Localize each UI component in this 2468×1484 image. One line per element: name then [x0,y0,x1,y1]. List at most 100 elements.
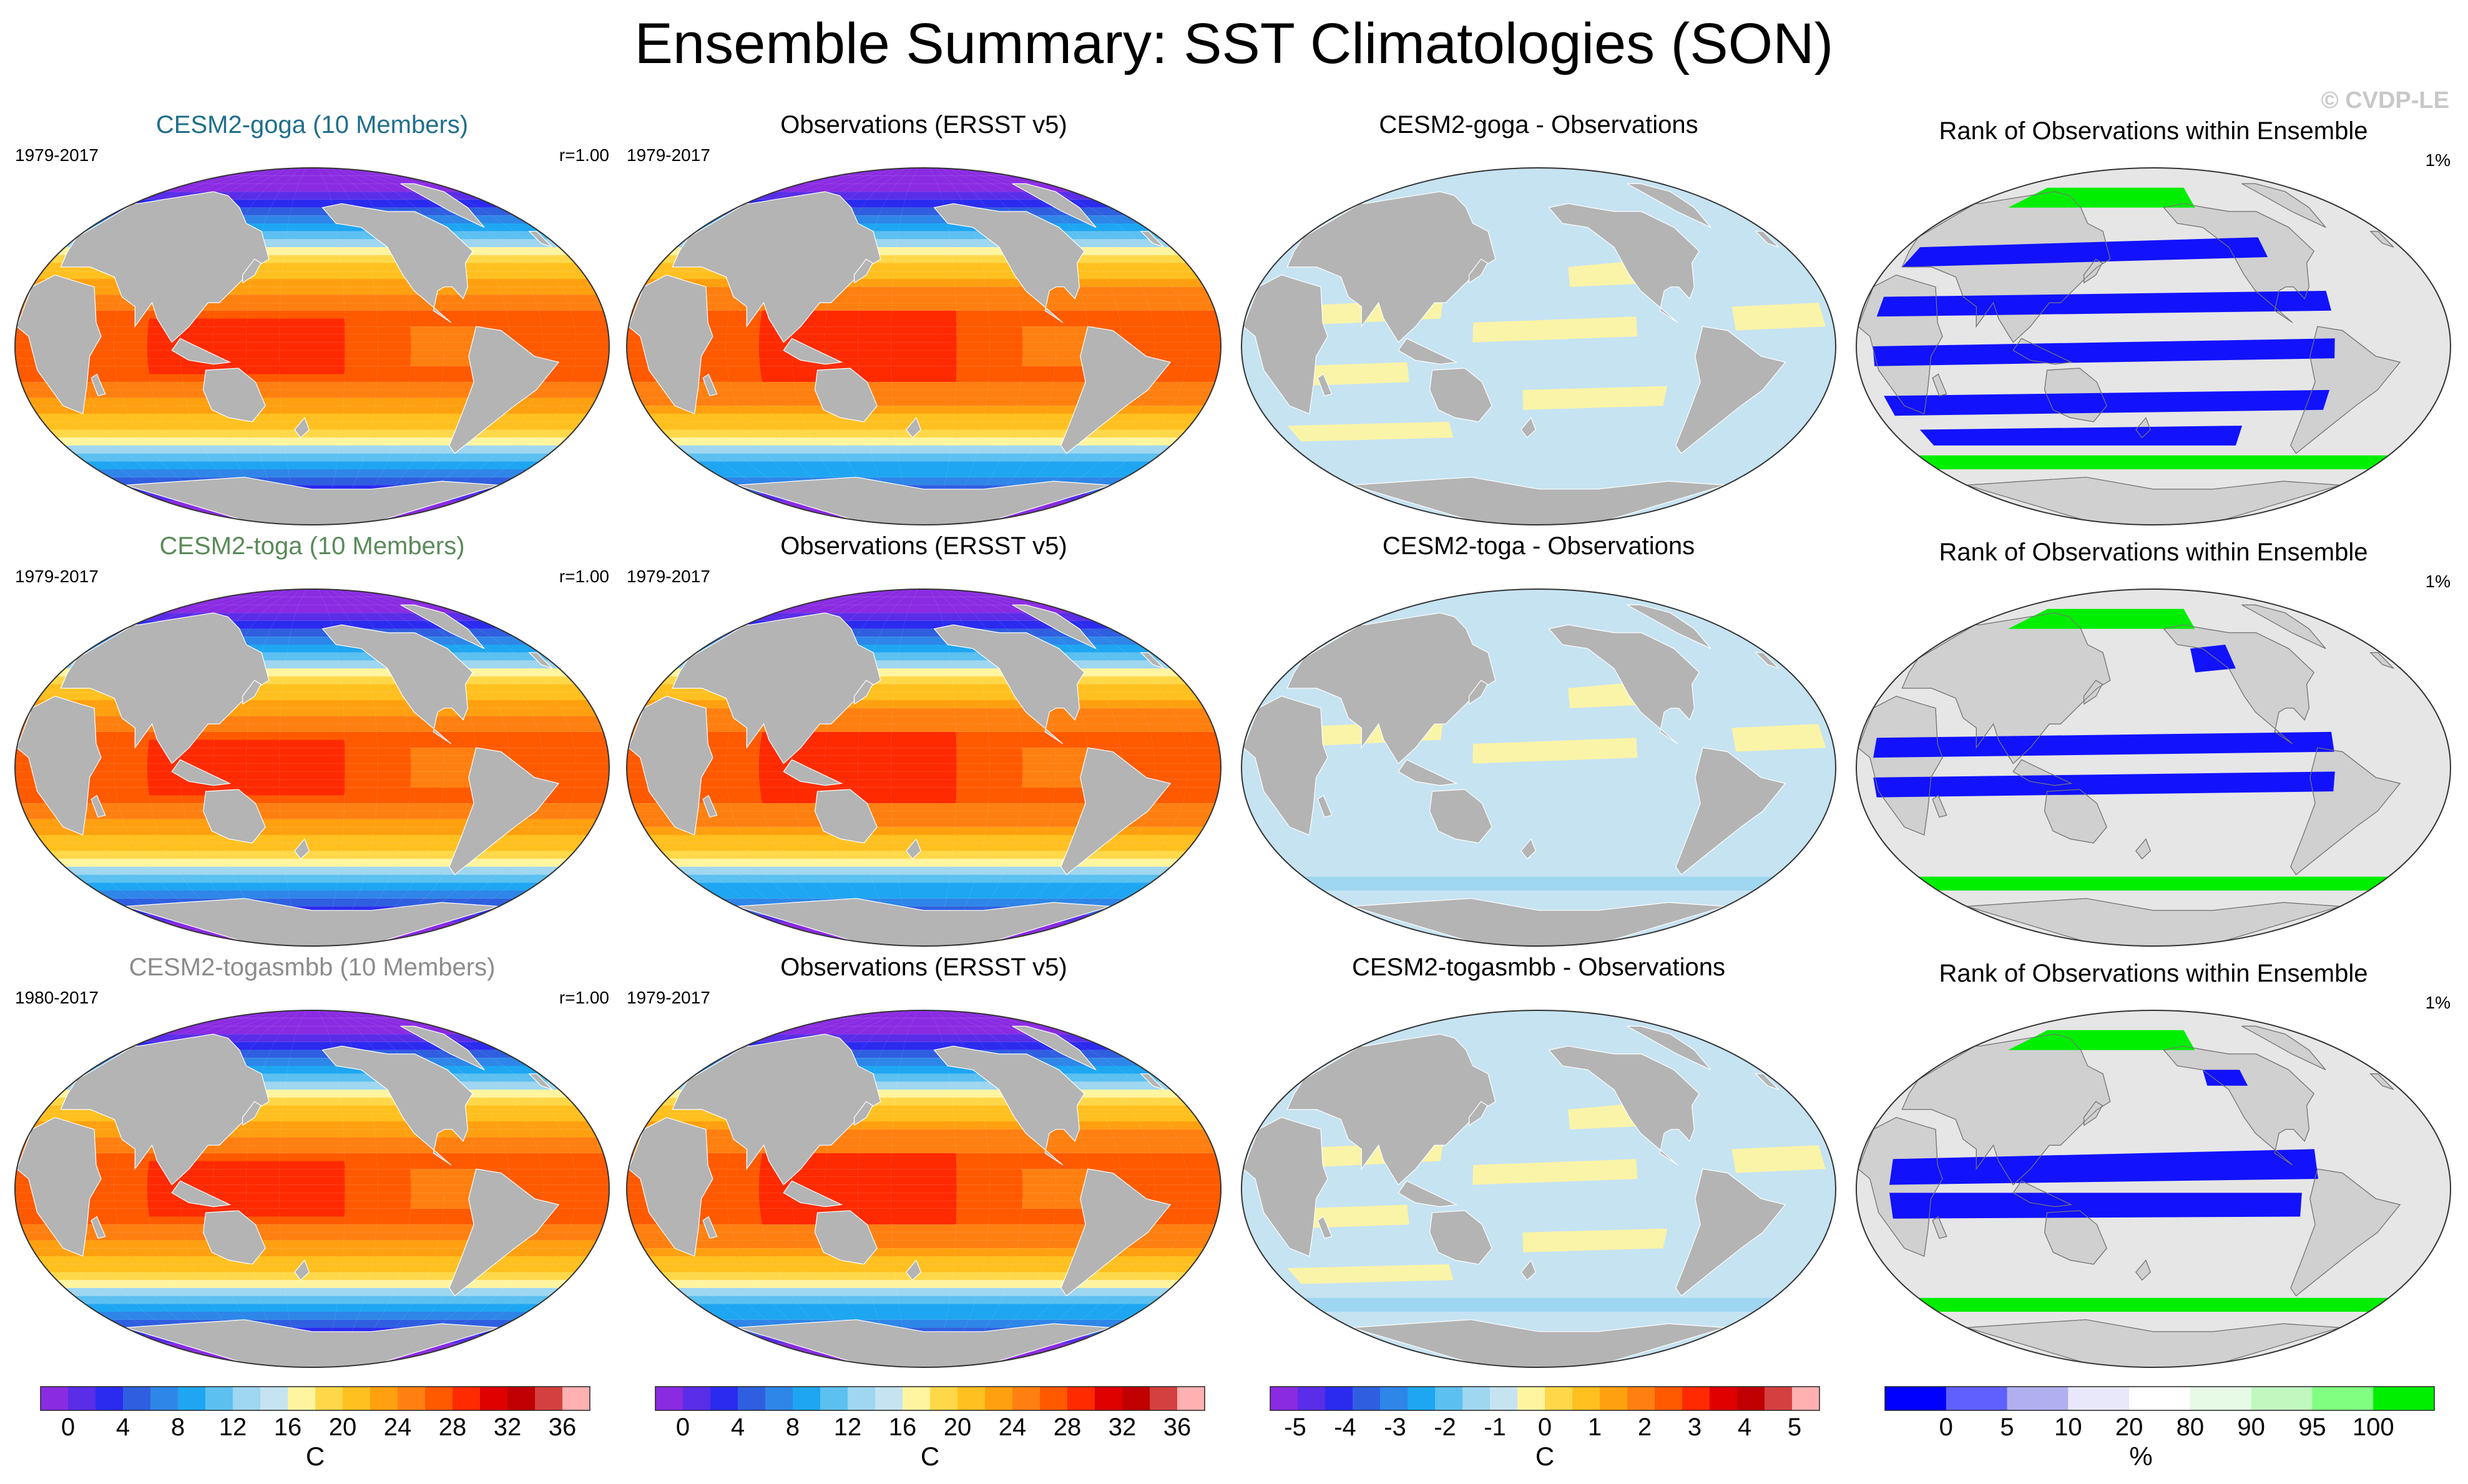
sst-cell [361,597,394,605]
sst-cell [511,851,546,859]
sst-cell [725,437,760,446]
sst-cell [282,1113,312,1121]
sst-cell [903,1042,924,1050]
sst-cell [312,175,326,184]
sst-cell [818,453,848,462]
sst-cell [989,763,1023,772]
sst-cell [425,851,458,859]
sst-cell [394,192,425,200]
sst-cell [852,215,879,223]
sst-cell [961,199,986,208]
sst-cell [410,779,444,788]
sst-cell [122,398,157,406]
sst-cell [1148,303,1183,311]
sst-cell [458,1105,492,1114]
sst-cell [324,1010,341,1018]
sst-cell [727,366,761,374]
sst-cell [892,819,924,827]
sst-cell [892,1129,924,1138]
sst-cell [143,1034,180,1042]
sst-cell [331,597,353,605]
land-australia [1429,368,1492,422]
sst-cell [282,414,312,422]
sst-cell [312,1312,336,1320]
sst-cell [891,1169,924,1177]
sst-cell [983,1113,1016,1121]
sst-cell [825,183,856,192]
sst-cell [763,389,798,398]
sst-cell [285,1073,312,1082]
sst-cell [370,597,408,605]
sst-cell [954,279,986,287]
sst-cell [312,898,335,907]
sst-cell [972,597,1006,605]
sst-cell [312,1296,339,1304]
sst-cell [341,263,372,271]
sst-cell [1186,358,1220,366]
sst-cell [551,271,587,279]
sst-cell [869,1018,895,1027]
sst-cell [924,1296,951,1304]
sst-cell [504,437,539,446]
sst-cell [924,1058,948,1066]
sst-cell [257,1287,286,1296]
sst-cell [954,1129,987,1138]
land-s_america [2290,747,2401,876]
sst-cell [725,859,760,867]
sst-cell [806,429,839,438]
sst-cell [540,318,575,327]
sst-cell [546,842,582,851]
sst-cell [1088,859,1123,867]
sst-cell [1100,231,1135,240]
sst-cell [506,731,541,740]
sst-cell [910,597,924,605]
sst-cell [340,255,371,263]
sst-cell [411,1193,444,1201]
sst-cell [240,637,268,645]
sst-cell [828,597,866,605]
sst-cell [539,676,575,685]
sst-cell [1089,1319,1126,1328]
sst-cell [279,731,312,740]
sst-cell [350,1042,375,1050]
sst-cell [806,851,839,859]
sst-cell [214,1153,248,1161]
sst-cell [1019,1304,1050,1312]
sst-cell [280,389,312,398]
sst-cell [360,1304,388,1312]
sst-cell [989,748,1023,756]
sst-cell [1089,628,1126,637]
sst-cell [270,620,293,629]
rank-low-region [1873,338,2335,366]
sst-cell [895,1090,924,1098]
sst-cell [324,589,341,597]
sst-cell [368,199,395,208]
sst-cell [540,740,575,748]
model-period: 1979-2017 [15,567,99,586]
sst-cell [365,1287,394,1296]
sst-cell [411,1176,444,1185]
sst-cell [312,684,342,693]
sst-cell [312,1145,345,1153]
sst-cell [924,1073,951,1082]
sst-cell [246,1184,280,1193]
sst-cell [825,771,858,780]
sst-cell [755,613,792,621]
sst-cell [1150,310,1185,319]
sst-cell [230,866,260,875]
sst-cell [247,795,280,804]
sst-cell [804,842,836,851]
sst-cell [828,1312,857,1320]
sst-cell [409,1208,444,1217]
sst-cell [479,1066,514,1074]
sst-cell [978,1026,1006,1035]
sst-cell [142,1280,175,1288]
sst-cell [312,645,338,653]
sst-cell [1113,295,1148,303]
sst-cell [964,183,990,192]
sst-cell [312,1232,345,1241]
sst-cell [980,676,1012,685]
sst-cell [280,811,312,819]
sst-cell [264,1312,290,1320]
sst-cell [102,1264,137,1272]
